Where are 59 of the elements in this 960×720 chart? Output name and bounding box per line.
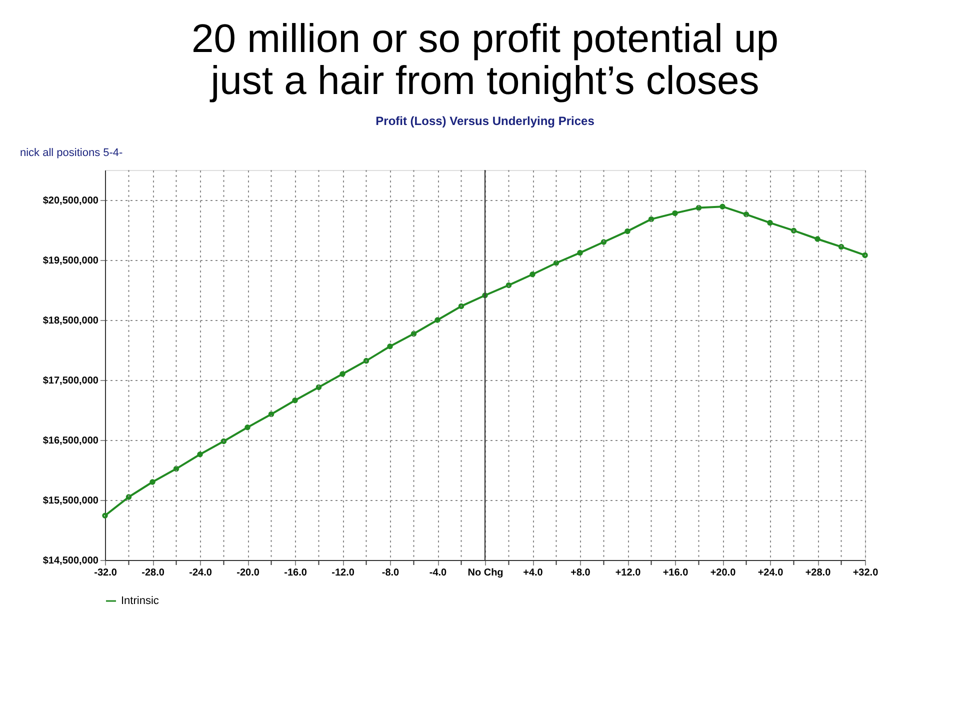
y-tick-label: $15,500,000 (42, 496, 99, 506)
point (838, 244, 844, 250)
y-tick-label: $19,500,000 (42, 256, 99, 266)
x-tick-label: -16.0 (284, 568, 308, 578)
point (482, 292, 488, 298)
x-tick-label: -20.0 (236, 568, 260, 578)
point (530, 272, 536, 278)
point (268, 411, 274, 418)
x-tick-label: No Chg (468, 568, 504, 578)
x-tick-label: -28.0 (142, 568, 165, 578)
point (696, 204, 702, 211)
point (506, 282, 512, 288)
x-tick-label: +20.0 (710, 568, 736, 578)
point (197, 452, 203, 458)
x-tick-label: +16.0 (662, 568, 689, 578)
point (126, 494, 132, 500)
point (814, 236, 820, 242)
point (458, 303, 464, 310)
x-tick-label: -32.0 (94, 568, 118, 578)
y-tick-label: $18,500,000 (42, 316, 99, 326)
x-tick-label: -8.0 (382, 568, 400, 578)
point (553, 260, 560, 266)
chart-title: 20 million or so profit potential up just a hair from tonight’s closes (192, 17, 778, 103)
point (434, 317, 440, 323)
point (387, 344, 393, 350)
point (150, 479, 156, 485)
text: nick all positions 5-4- (20, 147, 124, 159)
x-tick-label: +24.0 (758, 568, 784, 578)
x-tick-label: +32.0 (852, 568, 879, 578)
point (767, 220, 773, 226)
y-tick-label: $16,500,000 (42, 436, 99, 446)
point (672, 210, 678, 216)
point (173, 466, 180, 472)
x-tick-label: -24.0 (189, 568, 212, 578)
legend-label: Intrinsic (121, 595, 160, 607)
y-tick-label: $17,500,000 (42, 376, 99, 386)
x-tick-label: +28.0 (805, 568, 832, 578)
point (648, 216, 654, 222)
point (363, 358, 370, 364)
point (743, 212, 750, 218)
y-tick-label: $14,500,000 (42, 556, 99, 566)
x-tick-label: -4.0 (429, 568, 448, 578)
point (720, 204, 726, 210)
chart-subtitle: Profit (Loss) Versus Underlying Prices (376, 114, 595, 128)
point (790, 228, 797, 234)
point (340, 371, 346, 377)
x-tick-label: +4.0 (523, 568, 544, 578)
y-tick-label: $20,500,000 (42, 196, 99, 206)
x-tick-label: -12.0 (332, 568, 355, 578)
point (410, 330, 417, 337)
point (577, 250, 583, 256)
point (220, 438, 227, 444)
point (316, 384, 322, 390)
point (292, 398, 298, 404)
point (624, 228, 630, 234)
point (600, 239, 607, 245)
point (244, 424, 250, 430)
x-tick-label: +12.0 (615, 568, 642, 578)
x-tick-label: +8.0 (570, 568, 591, 578)
